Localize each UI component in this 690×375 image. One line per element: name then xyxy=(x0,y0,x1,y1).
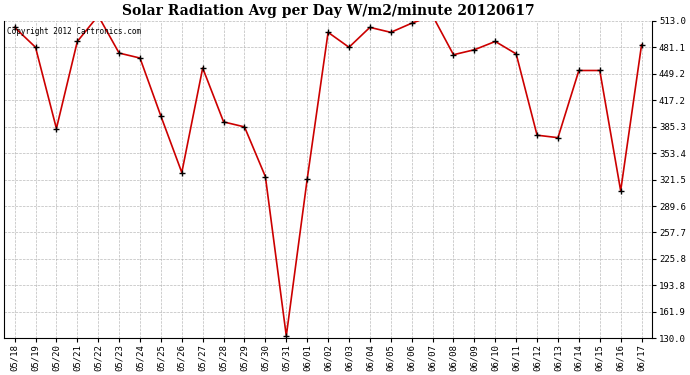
Title: Solar Radiation Avg per Day W/m2/minute 20120617: Solar Radiation Avg per Day W/m2/minute … xyxy=(121,4,534,18)
Text: Copyright 2012 Cartronics.com: Copyright 2012 Cartronics.com xyxy=(8,27,141,36)
